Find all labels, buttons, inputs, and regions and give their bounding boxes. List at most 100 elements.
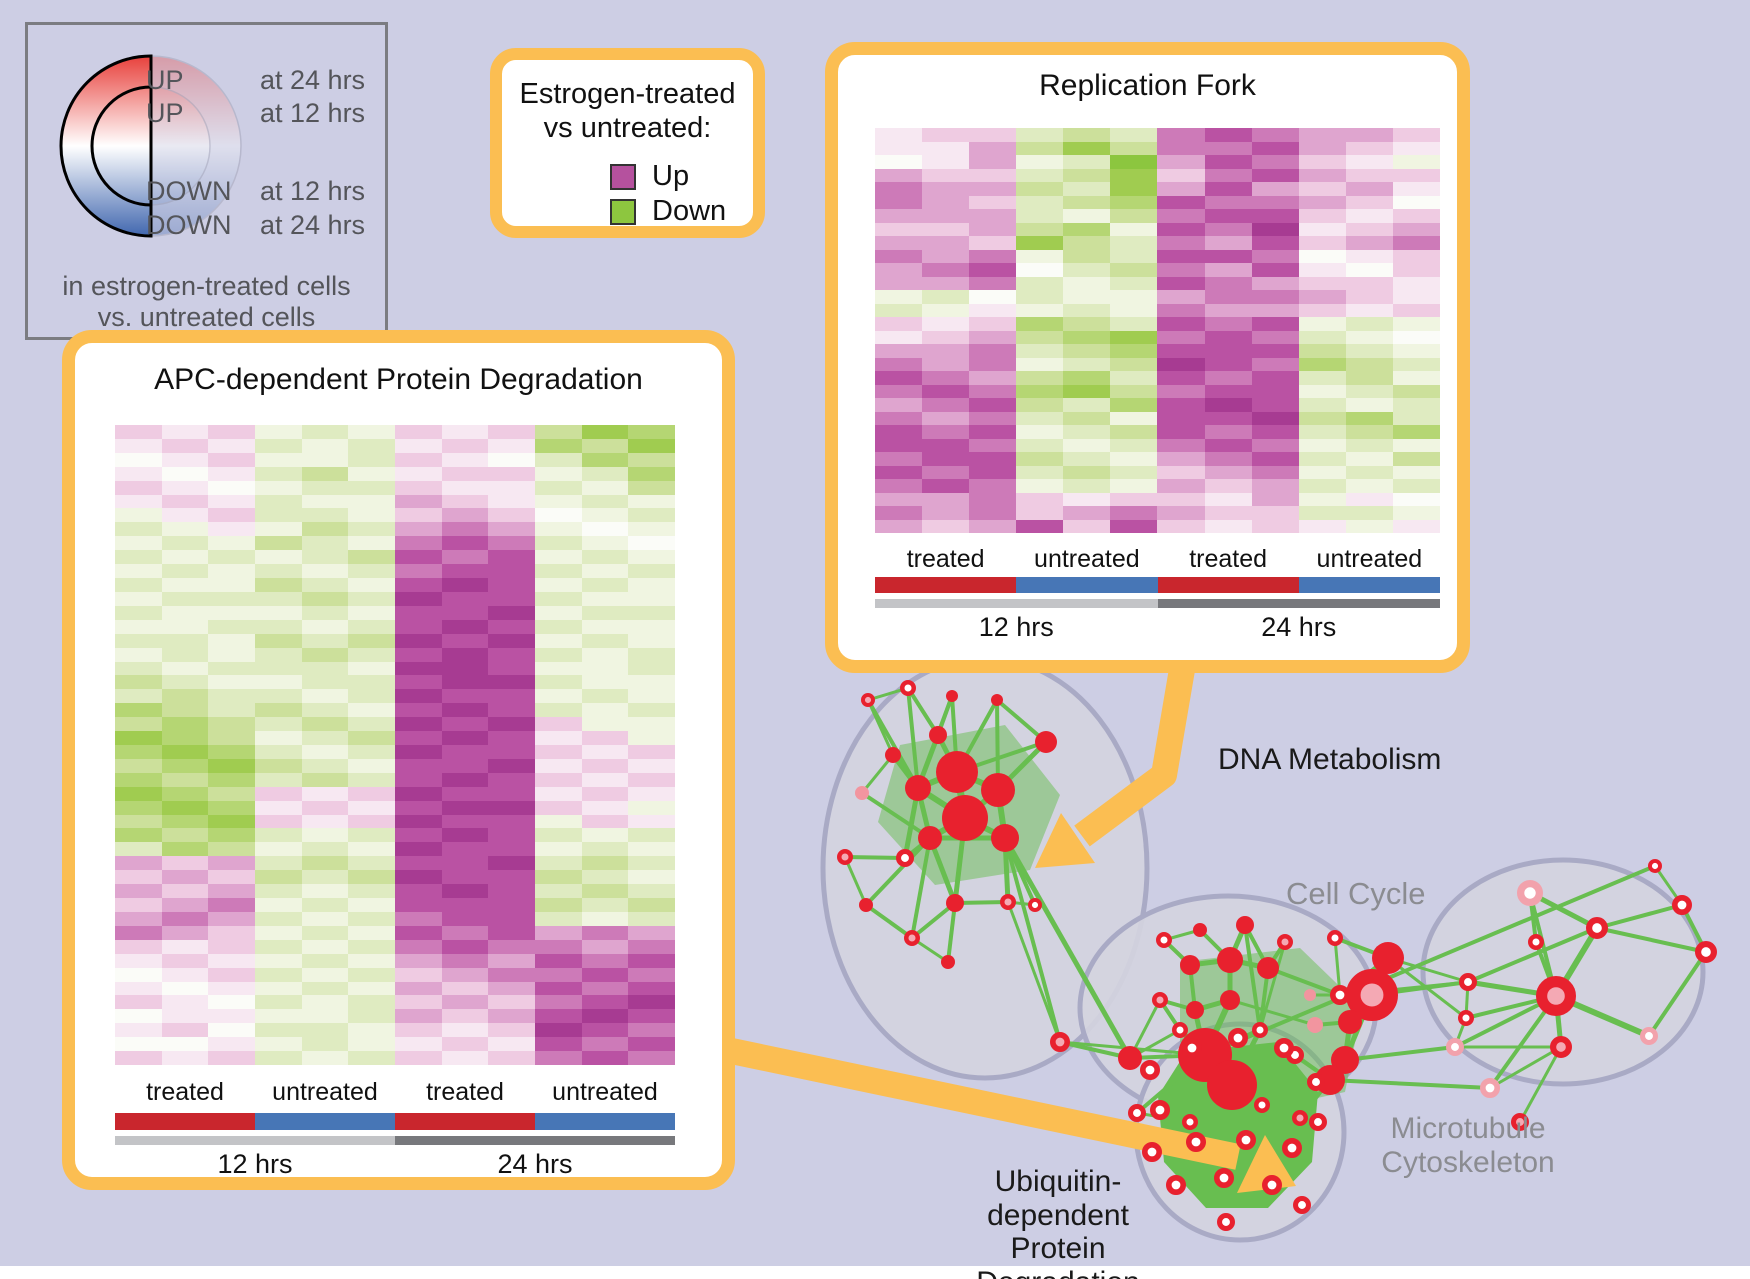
group-label: untreated (552, 1078, 658, 1106)
heatmap-cell (395, 1037, 442, 1052)
heatmap-cell (348, 758, 395, 773)
heatmap-cell (628, 494, 675, 509)
heatmap-cell (1392, 519, 1440, 533)
heatmap-cell (1298, 141, 1346, 155)
heatmap-cell (1110, 357, 1158, 371)
heatmap-cell (488, 536, 535, 551)
time-label: 24 hrs (1261, 612, 1337, 642)
heatmap-cell (1110, 168, 1158, 182)
heatmap-cell (1392, 425, 1440, 439)
arrow-repfork-to-dna-head (1035, 813, 1095, 868)
heatmap-cell (1204, 384, 1252, 398)
heatmap-cell (348, 898, 395, 912)
heatmap-cell (1251, 479, 1299, 493)
heatmap-cell (1204, 168, 1252, 182)
heatmap-cell (395, 786, 442, 801)
heatmap-cell (115, 981, 162, 996)
cluster-label-cell-cycle: Cell Cycle (1286, 876, 1426, 911)
heatmap-cell (535, 731, 582, 745)
heatmap-cell (208, 925, 255, 940)
heatmap-cell (208, 939, 255, 954)
network-node (1180, 955, 1200, 975)
time-labels: 12 hrs 24 hrs (115, 1149, 675, 1180)
heatmap-cell (1298, 276, 1346, 290)
heatmap-cell (161, 842, 209, 857)
network-node (855, 786, 869, 800)
heatmap-cell (255, 939, 302, 954)
network-node (1193, 923, 1207, 937)
heatmap-cell (628, 661, 675, 676)
heatmap-cell (922, 209, 970, 223)
heatmap-cell (1063, 479, 1111, 493)
heatmap-cell (301, 1009, 349, 1024)
heatmap-cell (1016, 195, 1064, 209)
heatmap-cell (1063, 452, 1111, 466)
heatmap-cell (1016, 330, 1064, 344)
heatmap-cell (301, 772, 349, 787)
heatmap-cell (1392, 303, 1440, 317)
heatmap-cell (1204, 465, 1252, 479)
heatmap-cell (1204, 317, 1252, 331)
heatmap-cell (969, 344, 1017, 358)
heatmap-cell (301, 744, 349, 759)
heatmap-cell (1063, 519, 1111, 533)
updown-time-1: at 24 hrs (260, 65, 366, 95)
network-node (999, 893, 1016, 910)
network-edge (1344, 1045, 1456, 1062)
heatmap-cell (875, 236, 923, 250)
heatmap-cell (255, 1009, 302, 1024)
heatmap-cell (301, 814, 349, 829)
heatmap-cell (115, 661, 162, 676)
heatmap-cell (441, 856, 489, 871)
network-edge (1489, 1045, 1562, 1090)
heatmap-cell (1251, 411, 1299, 425)
heatmap-cell (535, 508, 582, 523)
heatmap-cell (488, 438, 535, 453)
network-edge (1243, 924, 1262, 1031)
heatmap-cell (922, 303, 970, 317)
heatmap-cell (875, 290, 923, 304)
heatmap-cell (1110, 141, 1158, 155)
heatmap-cell (348, 786, 395, 801)
network-node (903, 929, 920, 946)
heatmap-cell (1110, 209, 1158, 223)
heatmap-cell (441, 884, 489, 899)
network-node (936, 751, 978, 793)
heatmap-cell (1392, 371, 1440, 385)
heatmap-cell (922, 519, 970, 533)
heatmap-cell (535, 786, 582, 801)
heatmap-cell (1204, 182, 1252, 196)
heatmap-cell (301, 981, 349, 996)
arrow-repfork-to-dna-shaft (1074, 649, 1198, 847)
heatmap-cell (488, 814, 535, 829)
heatmap-cell (535, 1009, 582, 1024)
heatmap-cell (1016, 438, 1064, 452)
heatmap-cell (1251, 276, 1299, 290)
cluster-label-ubiquitin: Ubiquitin-dependent Protein Degradation (942, 1165, 1174, 1279)
heatmap-cell (1016, 479, 1064, 493)
heatmap-cell (969, 222, 1017, 236)
heatmap-cell (1392, 195, 1440, 209)
heatmap-cell (1016, 452, 1064, 466)
heatmap-cell (161, 981, 209, 996)
heatmap-cell (1063, 425, 1111, 439)
heatmap-cell (1251, 492, 1299, 506)
heatmap-cell (969, 155, 1017, 169)
network-node (896, 849, 915, 868)
heatmap-cell (208, 703, 255, 718)
heatmap-cell (255, 591, 302, 606)
heatmap-cell (115, 522, 162, 537)
heatmap-cell (301, 884, 349, 899)
heatmap-cell (1016, 276, 1064, 290)
heatmap-cell (1251, 155, 1299, 169)
heatmap-cell (1298, 506, 1346, 520)
heatmap-cell (115, 828, 162, 843)
heatmap-cell (1204, 479, 1252, 493)
heatmap-cell (208, 814, 255, 829)
heatmap-cell (875, 411, 923, 425)
heatmap-cell (1157, 236, 1205, 250)
heatmap-cell (1157, 182, 1205, 196)
group-label: treated (146, 1078, 224, 1106)
network-node (942, 795, 988, 841)
heatmap-cell (348, 967, 395, 982)
